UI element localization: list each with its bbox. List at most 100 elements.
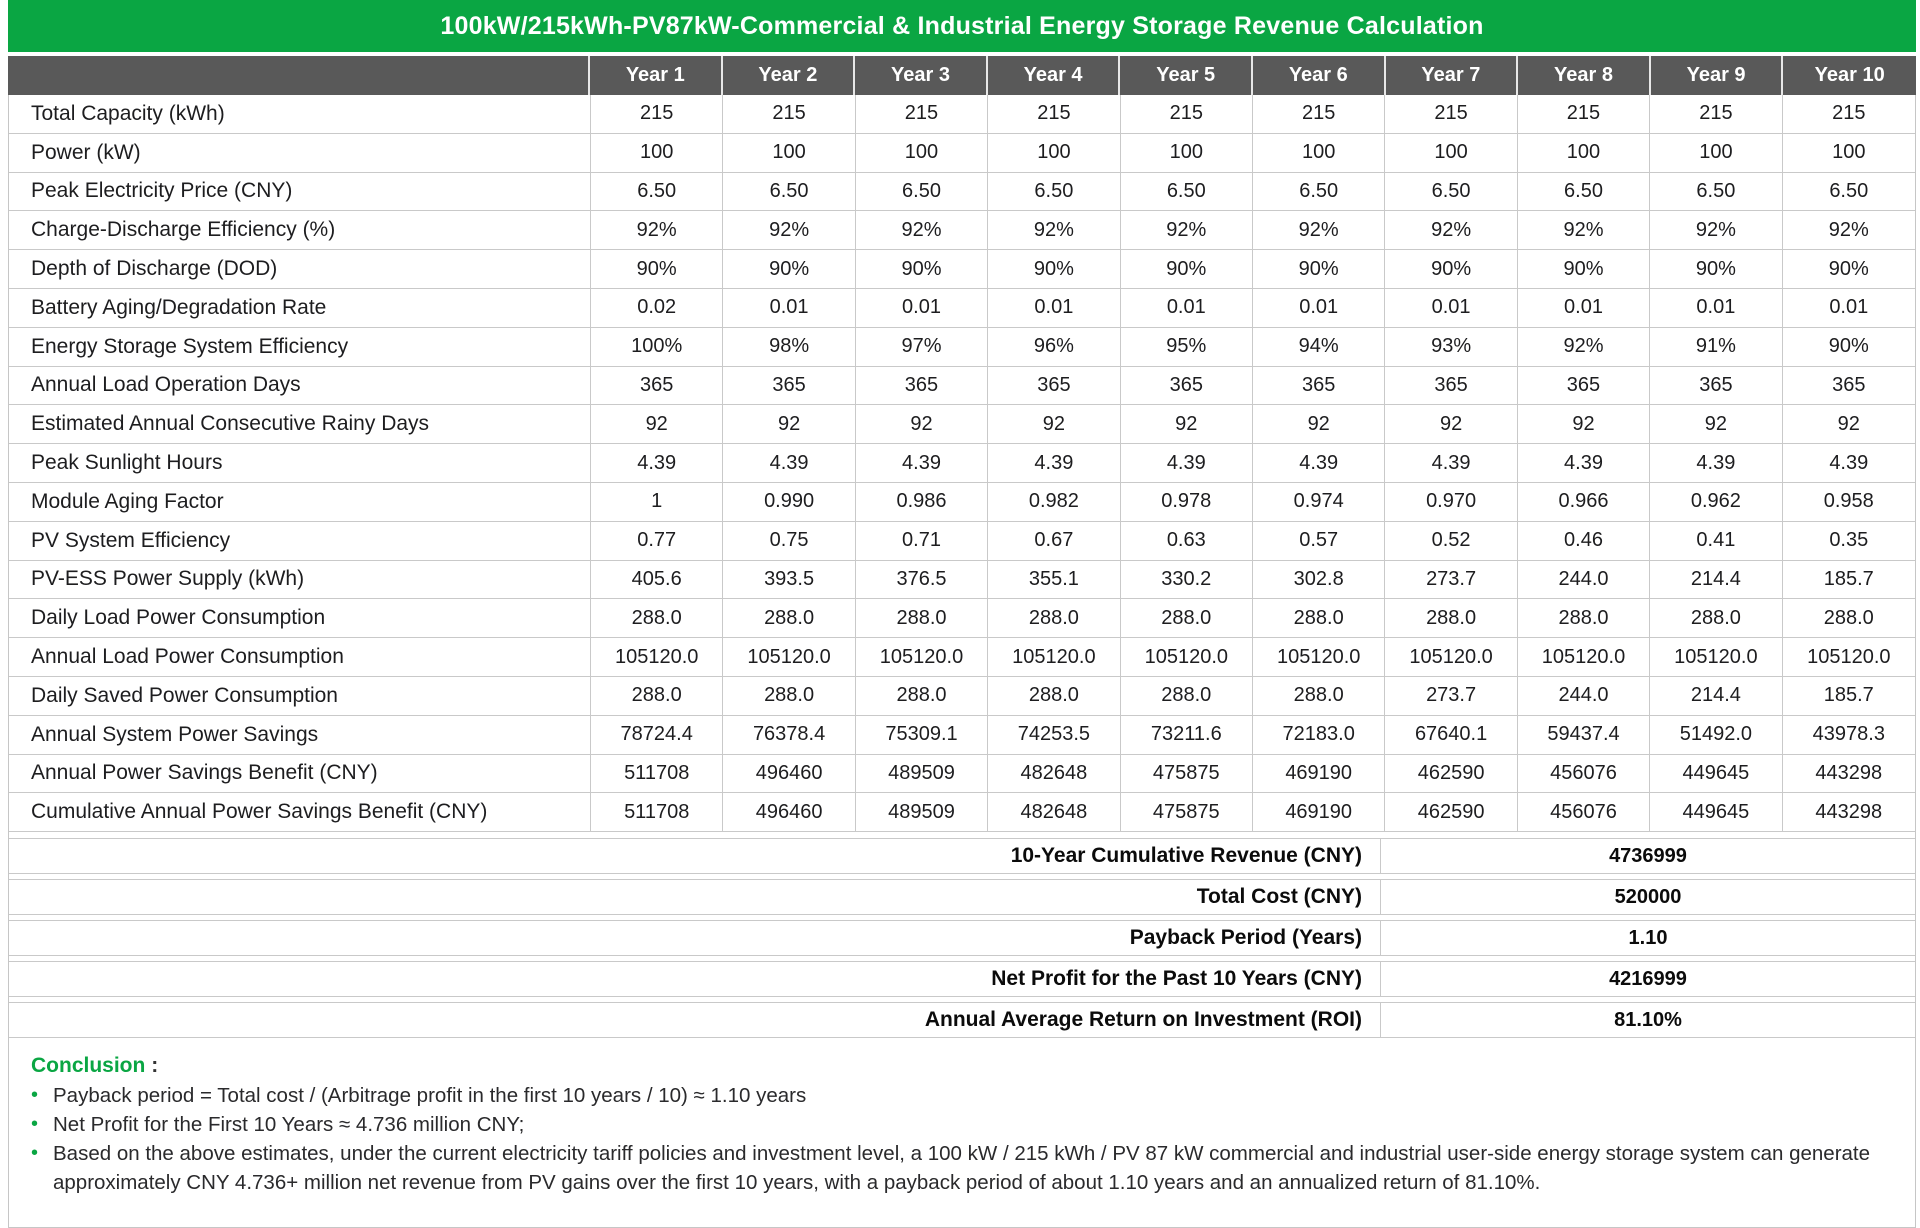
cell-value: 0.01 [1253,288,1386,327]
cell-value: 511708 [591,754,724,793]
cell-value: 90% [1253,250,1386,288]
cell-value: 215 [1253,95,1386,133]
cell-value: 273.7 [1385,676,1518,715]
cell-value: 90% [1121,250,1253,288]
row-label: Daily Load Power Consumption [9,599,591,638]
cell-value: 288.0 [1650,599,1783,638]
cell-value: 100 [1832,141,1866,164]
column-header-year: Year 1 [590,56,723,95]
cell-value: 288.0 [591,599,724,638]
cell-value: 92% [856,211,989,250]
cell-value: 475875 [1121,793,1253,832]
column-header-year: Year 5 [1120,56,1253,95]
cell-value: 0.986 [856,482,989,521]
cell-value: 105120.0 [1385,638,1518,676]
cell-value: 215 [1518,95,1651,133]
cell-value: 0.67 [988,521,1121,560]
cell-value: 105120.0 [723,638,856,676]
cell-value: 376.5 [856,560,989,599]
table-row: Total Capacity (kWh) 215 215 215 215 215 215 21… [9,95,1915,134]
cell-value: 288.0 [1121,676,1253,715]
header-corner-cell [8,56,590,95]
cell-value: 443298 [1815,800,1883,823]
cell-value: 100 [1385,133,1518,172]
cell-value: 0.52 [1385,521,1518,560]
cell-value: 100 [1650,133,1783,172]
cell-value: 92% [1828,218,1869,241]
cell-value: 0.01 [1650,288,1783,327]
cell-value: 489509 [856,793,989,832]
cell-value: 288.0 [591,676,724,715]
cell-value: 288.0 [723,676,856,715]
cell-value: 469190 [1253,793,1386,832]
cell-value: 0.63 [1121,521,1253,560]
cell-value: 92% [1121,211,1253,250]
cell-value: 0.77 [591,521,724,560]
bullet-text: Net Profit for the First 10 Years ≈ 4.73… [53,1113,525,1137]
row-label: Module Aging Factor [9,482,591,521]
cell-value: 365 [591,366,724,405]
cell-value: 4.39 [856,444,989,482]
cell-value: 90% [1828,335,1869,358]
cell-value: 0.01 [1121,288,1253,327]
cell-value: 365 [1518,366,1651,405]
cell-value: 0.01 [723,288,856,327]
cell-value: 405.6 [591,560,724,599]
table-row: Energy Storage System Efficiency 100% 98% 9… [9,327,1915,367]
cell-value: 100 [1121,133,1253,172]
cell-value: 43978.3 [1812,723,1885,746]
cell-value: 75309.1 [856,715,989,754]
cell-value: 0.35 [1829,529,1869,552]
cell-value: 4.39 [591,444,724,482]
year-header-row: Year 1 Year 2 Year 3 Year 4 Year 5 Year 6 Year… [8,56,1916,95]
column-header-year: Year 8 [1518,56,1651,95]
cell-value: 273.7 [1385,560,1518,599]
cell-value: 92 [1385,405,1518,444]
cell-value: 90% [723,250,856,288]
cell-value: 214.4 [1650,676,1783,715]
column-header-year: Year 3 [855,56,988,95]
cell-value: 288.0 [1121,599,1253,638]
cell-value: 288.0 [723,599,856,638]
cell-value: 496460 [723,793,856,832]
cell-value: 365 [1121,366,1253,405]
column-header-year: Year 10 [1814,64,1885,86]
conclusion-section: Conclusion : • Payback period = Total cos… [9,1043,1915,1228]
summary-value: 4216999 [1609,967,1687,990]
cell-value: 92 [591,405,724,444]
cell-value: 6.50 [1121,172,1253,211]
cell-value: 6.50 [1650,172,1783,211]
cell-value: 105120.0 [1650,638,1783,676]
cell-value: 100% [591,327,724,366]
cell-value: 365 [1385,366,1518,405]
cell-value: 90% [1385,250,1518,288]
cell-value: 92 [1837,412,1860,435]
cell-value: 0.990 [723,482,856,521]
bullet-icon: • [31,1084,39,1107]
cell-value: 100 [723,133,856,172]
row-label: Annual Load Operation Days [9,366,591,405]
cell-value: 6.50 [1829,179,1869,202]
summary-value: 1.10 [1628,926,1668,949]
cell-value: 4.39 [1518,444,1651,482]
title-bar: 100kW/215kWh-PV87kW-Commercial & Industr… [8,0,1916,52]
cell-value: 456076 [1518,754,1651,793]
cell-value: 365 [856,366,989,405]
cell-value: 92% [723,211,856,250]
cell-value: 91% [1650,327,1783,366]
cell-value: 0.01 [1829,296,1869,319]
cell-value: 288.0 [1253,676,1386,715]
cell-value: 100 [856,133,989,172]
cell-value: 4.39 [1385,444,1518,482]
cell-value: 92% [1253,211,1386,250]
summary-label: 10-Year Cumulative Revenue (CNY) [9,839,1381,874]
table-row: Annual Load Power Consumption 105120.0 105… [9,638,1915,677]
table-row: Annual Load Operation Days 365 365 365 365 36… [9,366,1915,406]
cell-value: 105120.0 [1807,645,1891,668]
cell-value: 76378.4 [723,715,856,754]
cell-value: 95% [1121,327,1253,366]
cell-value: 6.50 [1385,172,1518,211]
summary-row: Net Profit for the Past 10 Years (CNY) 42… [9,961,1915,998]
column-header-year: Year 7 [1386,56,1519,95]
cell-value: 302.8 [1253,560,1386,599]
